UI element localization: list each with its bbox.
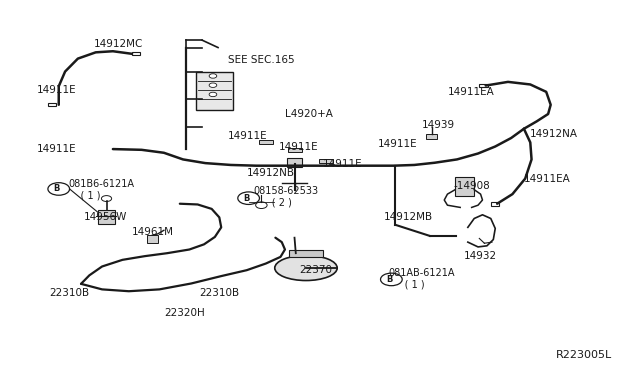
Circle shape — [209, 92, 217, 97]
Text: 081AB-6121A
     ( 1 ): 081AB-6121A ( 1 ) — [389, 268, 455, 290]
Bar — [426, 134, 437, 139]
Circle shape — [209, 74, 217, 78]
Circle shape — [209, 83, 217, 87]
Circle shape — [255, 202, 267, 209]
Text: 14912NA: 14912NA — [531, 129, 579, 139]
Bar — [289, 250, 323, 257]
Bar — [455, 177, 474, 196]
Bar — [99, 210, 115, 224]
Text: L4920+A: L4920+A — [285, 109, 333, 119]
Text: 08158-62533
      ( 2 ): 08158-62533 ( 2 ) — [253, 186, 318, 207]
Text: 14912NB: 14912NB — [246, 168, 294, 178]
Text: 14911EA: 14911EA — [524, 174, 571, 184]
Text: SEE SEC.165: SEE SEC.165 — [228, 55, 294, 65]
Bar — [196, 71, 233, 110]
Text: B: B — [244, 194, 250, 203]
Circle shape — [238, 192, 259, 205]
Text: 22310B: 22310B — [199, 288, 239, 298]
Text: 22320H: 22320H — [164, 308, 205, 318]
Bar — [287, 148, 301, 152]
Text: B: B — [387, 275, 393, 284]
Bar — [491, 202, 499, 206]
Text: 14912MB: 14912MB — [384, 212, 433, 222]
Text: 14961M: 14961M — [132, 227, 174, 237]
Text: 14911E: 14911E — [228, 131, 268, 141]
Text: -14908: -14908 — [454, 181, 491, 191]
Text: 22370: 22370 — [300, 265, 333, 275]
Text: 14932: 14932 — [463, 251, 497, 261]
Bar — [147, 235, 158, 243]
Text: 081B6-6121A
    ( 1 ): 081B6-6121A ( 1 ) — [68, 179, 134, 201]
Text: 22310B: 22310B — [49, 288, 90, 298]
Text: 14911E: 14911E — [278, 142, 318, 152]
Bar — [319, 159, 333, 163]
Text: B: B — [54, 185, 60, 193]
Text: 14939: 14939 — [422, 120, 455, 130]
Bar — [479, 84, 488, 87]
Text: 14911E: 14911E — [323, 159, 363, 169]
Text: 14912MC: 14912MC — [94, 39, 143, 49]
Bar — [287, 158, 302, 167]
Circle shape — [48, 183, 70, 195]
Text: R223005L: R223005L — [556, 350, 612, 360]
Circle shape — [101, 196, 111, 202]
Text: 14911E: 14911E — [36, 85, 76, 95]
Bar — [259, 140, 273, 144]
Circle shape — [381, 273, 402, 286]
Bar — [48, 103, 56, 106]
Bar — [132, 52, 140, 55]
Text: 14956W: 14956W — [84, 212, 127, 222]
Ellipse shape — [275, 256, 337, 280]
Text: 14911E: 14911E — [36, 144, 76, 154]
Text: 14911E: 14911E — [378, 138, 417, 148]
Text: 14911EA: 14911EA — [447, 87, 494, 97]
